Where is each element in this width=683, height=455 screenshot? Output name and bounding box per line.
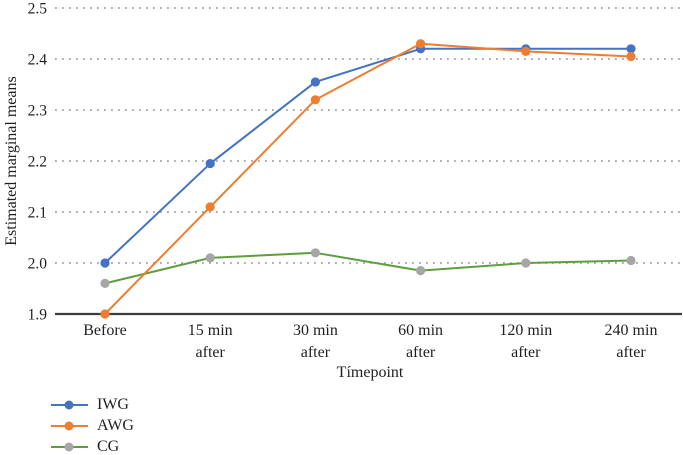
data-point-cg — [416, 266, 426, 276]
x-tick-label: after — [406, 344, 436, 361]
series-line-cg — [104, 251, 632, 285]
data-point-awg — [626, 51, 636, 62]
data-point-iwg — [310, 77, 320, 87]
data-point-iwg — [626, 44, 636, 54]
y-tick-label: 2.5 — [28, 1, 48, 18]
x-tick-label: after — [616, 344, 646, 361]
x-tick-label: after — [511, 344, 541, 361]
y-tick-label: 2.2 — [28, 154, 47, 171]
legend-item-awg: AWG — [51, 415, 134, 436]
data-point-cg — [310, 248, 320, 258]
x-tick-label: 15 min — [188, 322, 233, 339]
data-point-awg — [310, 95, 320, 105]
legend-sample-cg-icon — [51, 442, 88, 451]
x-tick-label: 240 min — [605, 322, 658, 339]
legend-item-cg: CG — [51, 436, 134, 455]
legend-sample-iwg-icon — [51, 400, 88, 409]
data-point-cg — [205, 253, 215, 263]
data-point-cg — [100, 278, 110, 288]
data-point-awg — [416, 39, 426, 49]
legend-label-iwg: IWG — [97, 396, 129, 413]
x-tick-labels: Before 15 min after 30 min after 60 min after 1… — [83, 322, 657, 361]
data-point-awg — [100, 309, 110, 319]
x-tick-label: 30 min — [293, 322, 338, 339]
data-point-awg — [205, 202, 215, 212]
x-tick-label: after — [196, 344, 226, 361]
x-tick-label: after — [301, 344, 331, 361]
legend-sample-awg-icon — [51, 421, 88, 430]
data-point-cg — [626, 255, 636, 266]
y-tick-label: 2.4 — [28, 52, 48, 69]
series-line-awg — [104, 42, 632, 315]
legend: IWG AWG CG — [51, 394, 134, 455]
y-tick-labels: 1.9 2.0 2.1 2.2 2.3 2.4 2.5 — [28, 1, 48, 324]
series-layer — [100, 39, 636, 319]
y-tick-label: 1.9 — [28, 307, 48, 324]
data-point-iwg — [100, 258, 110, 268]
legend-label-cg: CG — [97, 438, 120, 455]
y-tick-label: 2.3 — [28, 103, 48, 120]
series-line-iwg — [104, 47, 632, 264]
x-tick-label: 120 min — [499, 322, 552, 339]
x-axis-title: Tímepoint — [337, 364, 404, 381]
legend-label-awg: AWG — [97, 417, 134, 434]
data-point-awg — [521, 46, 531, 56]
x-tick-label: 60 min — [398, 322, 443, 339]
legend-item-iwg: IWG — [51, 394, 134, 415]
data-point-cg — [521, 258, 531, 268]
y-tick-label: 2.1 — [28, 205, 47, 222]
data-point-iwg — [205, 158, 215, 169]
gridlines-layer — [55, 7, 682, 264]
x-tick-label: Before — [83, 322, 127, 339]
y-axis-title: Estimated marginal means — [3, 76, 20, 245]
y-tick-label: 2.0 — [28, 256, 48, 273]
